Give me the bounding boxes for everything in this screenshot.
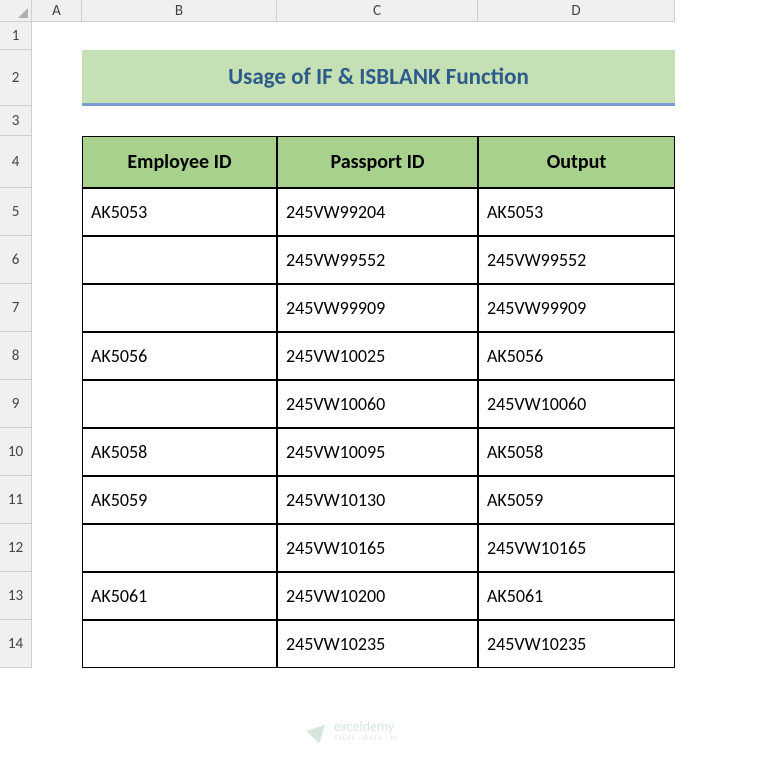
table-cell-r3-c2[interactable]: AK5056 bbox=[478, 332, 675, 380]
table-cell-r7-c1[interactable]: 245VW10165 bbox=[277, 524, 478, 572]
select-all-corner[interactable] bbox=[0, 0, 32, 22]
table-header-0[interactable]: Employee ID bbox=[82, 136, 277, 188]
row-header-8[interactable]: 8 bbox=[0, 332, 32, 380]
table-header-2[interactable]: Output bbox=[478, 136, 675, 188]
table-cell-r4-c1[interactable]: 245VW10060 bbox=[277, 380, 478, 428]
row-header-7[interactable]: 7 bbox=[0, 284, 32, 332]
cell-empty[interactable] bbox=[32, 106, 82, 136]
table-cell-r2-c1[interactable]: 245VW99909 bbox=[277, 284, 478, 332]
table-cell-r5-c2[interactable]: AK5058 bbox=[478, 428, 675, 476]
table-cell-r2-c2[interactable]: 245VW99909 bbox=[478, 284, 675, 332]
table-cell-r7-c0[interactable] bbox=[82, 524, 277, 572]
watermark-brand: exceldemy bbox=[334, 720, 398, 734]
cell-empty[interactable] bbox=[277, 22, 478, 50]
table-cell-r0-c0[interactable]: AK5053 bbox=[82, 188, 277, 236]
row-header-14[interactable]: 14 bbox=[0, 620, 32, 668]
row-header-11[interactable]: 11 bbox=[0, 476, 32, 524]
cell-A9[interactable] bbox=[32, 380, 82, 428]
cell-empty[interactable] bbox=[478, 106, 675, 136]
cell-A7[interactable] bbox=[32, 284, 82, 332]
watermark: exceldemy EXCEL · DATA · BI bbox=[310, 720, 398, 741]
table-cell-r8-c0[interactable]: AK5061 bbox=[82, 572, 277, 620]
table-cell-r4-c0[interactable] bbox=[82, 380, 277, 428]
col-header-C[interactable]: C bbox=[277, 0, 478, 22]
table-cell-r1-c0[interactable] bbox=[82, 236, 277, 284]
cell-A8[interactable] bbox=[32, 332, 82, 380]
table-cell-r9-c2[interactable]: 245VW10235 bbox=[478, 620, 675, 668]
table-header-1[interactable]: Passport ID bbox=[277, 136, 478, 188]
cell-A6[interactable] bbox=[32, 236, 82, 284]
col-header-B[interactable]: B bbox=[82, 0, 277, 22]
cell-A13[interactable] bbox=[32, 572, 82, 620]
watermark-sub: EXCEL · DATA · BI bbox=[334, 734, 398, 741]
table-cell-r5-c0[interactable]: AK5058 bbox=[82, 428, 277, 476]
cell-A2[interactable] bbox=[32, 50, 82, 106]
cell-A4[interactable] bbox=[32, 136, 82, 188]
cell-A5[interactable] bbox=[32, 188, 82, 236]
cell-empty[interactable] bbox=[82, 106, 277, 136]
cell-empty[interactable] bbox=[32, 22, 82, 50]
table-cell-r9-c0[interactable] bbox=[82, 620, 277, 668]
row-header-1[interactable]: 1 bbox=[0, 22, 32, 50]
table-cell-r6-c2[interactable]: AK5059 bbox=[478, 476, 675, 524]
row-header-4[interactable]: 4 bbox=[0, 136, 32, 188]
table-cell-r0-c2[interactable]: AK5053 bbox=[478, 188, 675, 236]
table-cell-r3-c0[interactable]: AK5056 bbox=[82, 332, 277, 380]
watermark-logo-icon bbox=[306, 718, 331, 743]
cell-A11[interactable] bbox=[32, 476, 82, 524]
row-header-12[interactable]: 12 bbox=[0, 524, 32, 572]
table-cell-r1-c2[interactable]: 245VW99552 bbox=[478, 236, 675, 284]
table-cell-r5-c1[interactable]: 245VW10095 bbox=[277, 428, 478, 476]
title-bar: Usage of IF & ISBLANK Function bbox=[82, 50, 675, 106]
cell-A10[interactable] bbox=[32, 428, 82, 476]
table-cell-r8-c1[interactable]: 245VW10200 bbox=[277, 572, 478, 620]
col-header-D[interactable]: D bbox=[478, 0, 675, 22]
table-cell-r2-c0[interactable] bbox=[82, 284, 277, 332]
table-cell-r6-c1[interactable]: 245VW10130 bbox=[277, 476, 478, 524]
cell-empty[interactable] bbox=[277, 106, 478, 136]
cell-empty[interactable] bbox=[478, 22, 675, 50]
cell-A12[interactable] bbox=[32, 524, 82, 572]
table-cell-r6-c0[interactable]: AK5059 bbox=[82, 476, 277, 524]
row-header-13[interactable]: 13 bbox=[0, 572, 32, 620]
table-cell-r3-c1[interactable]: 245VW10025 bbox=[277, 332, 478, 380]
row-header-6[interactable]: 6 bbox=[0, 236, 32, 284]
table-cell-r9-c1[interactable]: 245VW10235 bbox=[277, 620, 478, 668]
cell-empty[interactable] bbox=[82, 22, 277, 50]
spreadsheet-grid[interactable]: ABCD 12 Usage of IF & ISBLANK Function 34 Em… bbox=[0, 0, 768, 668]
table-cell-r0-c1[interactable]: 245VW99204 bbox=[277, 188, 478, 236]
table-cell-r7-c2[interactable]: 245VW10165 bbox=[478, 524, 675, 572]
cell-A14[interactable] bbox=[32, 620, 82, 668]
table-cell-r4-c2[interactable]: 245VW10060 bbox=[478, 380, 675, 428]
row-header-3[interactable]: 3 bbox=[0, 106, 32, 136]
table-cell-r8-c2[interactable]: AK5061 bbox=[478, 572, 675, 620]
row-header-5[interactable]: 5 bbox=[0, 188, 32, 236]
row-header-2[interactable]: 2 bbox=[0, 50, 32, 106]
col-header-A[interactable]: A bbox=[32, 0, 82, 22]
row-header-10[interactable]: 10 bbox=[0, 428, 32, 476]
table-cell-r1-c1[interactable]: 245VW99552 bbox=[277, 236, 478, 284]
row-header-9[interactable]: 9 bbox=[0, 380, 32, 428]
